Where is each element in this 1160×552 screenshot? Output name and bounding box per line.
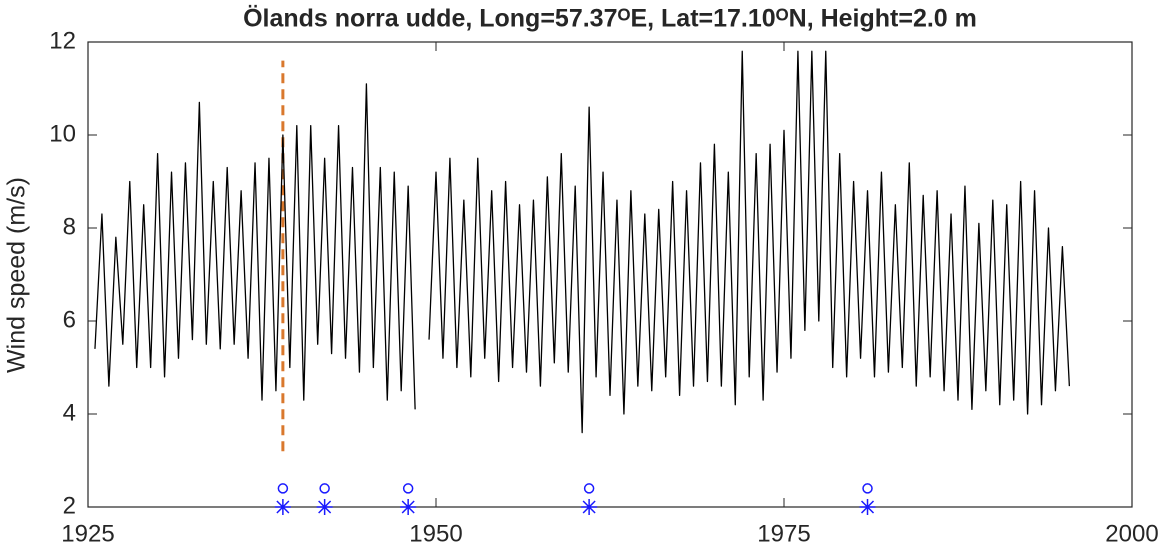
asterisk-marker	[316, 499, 333, 515]
circle-marker	[319, 483, 330, 494]
x-tick-label: 2000	[1105, 520, 1158, 547]
y-tick-label: 6	[63, 306, 76, 333]
y-tick-label: 10	[49, 120, 76, 147]
circle-marker	[583, 483, 595, 494]
asterisk-marker	[274, 499, 291, 515]
asterisk-marker	[859, 499, 876, 515]
y-tick-label: 8	[63, 213, 76, 240]
circle-marker	[402, 483, 414, 494]
x-tick-label: 1950	[409, 520, 462, 547]
line-series	[94, 83, 416, 410]
y-tick-label: 12	[49, 27, 76, 54]
y-axis-label: Wind speed (m/s)	[3, 177, 31, 373]
x-tick-label: 1975	[757, 520, 810, 547]
line-series	[428, 50, 1071, 434]
y-tick-label: 4	[63, 399, 76, 426]
y-tick-label: 2	[63, 492, 76, 519]
plot-frame	[87, 41, 1133, 508]
asterisk-marker	[581, 499, 598, 515]
circle-marker	[862, 483, 873, 494]
asterisk-marker	[400, 499, 417, 515]
chart-title: Ölands norra udde, Long=57.37ᴼE, Lat=17.…	[243, 4, 977, 33]
circle-marker	[277, 483, 289, 494]
x-tick-label: 1925	[61, 520, 114, 547]
